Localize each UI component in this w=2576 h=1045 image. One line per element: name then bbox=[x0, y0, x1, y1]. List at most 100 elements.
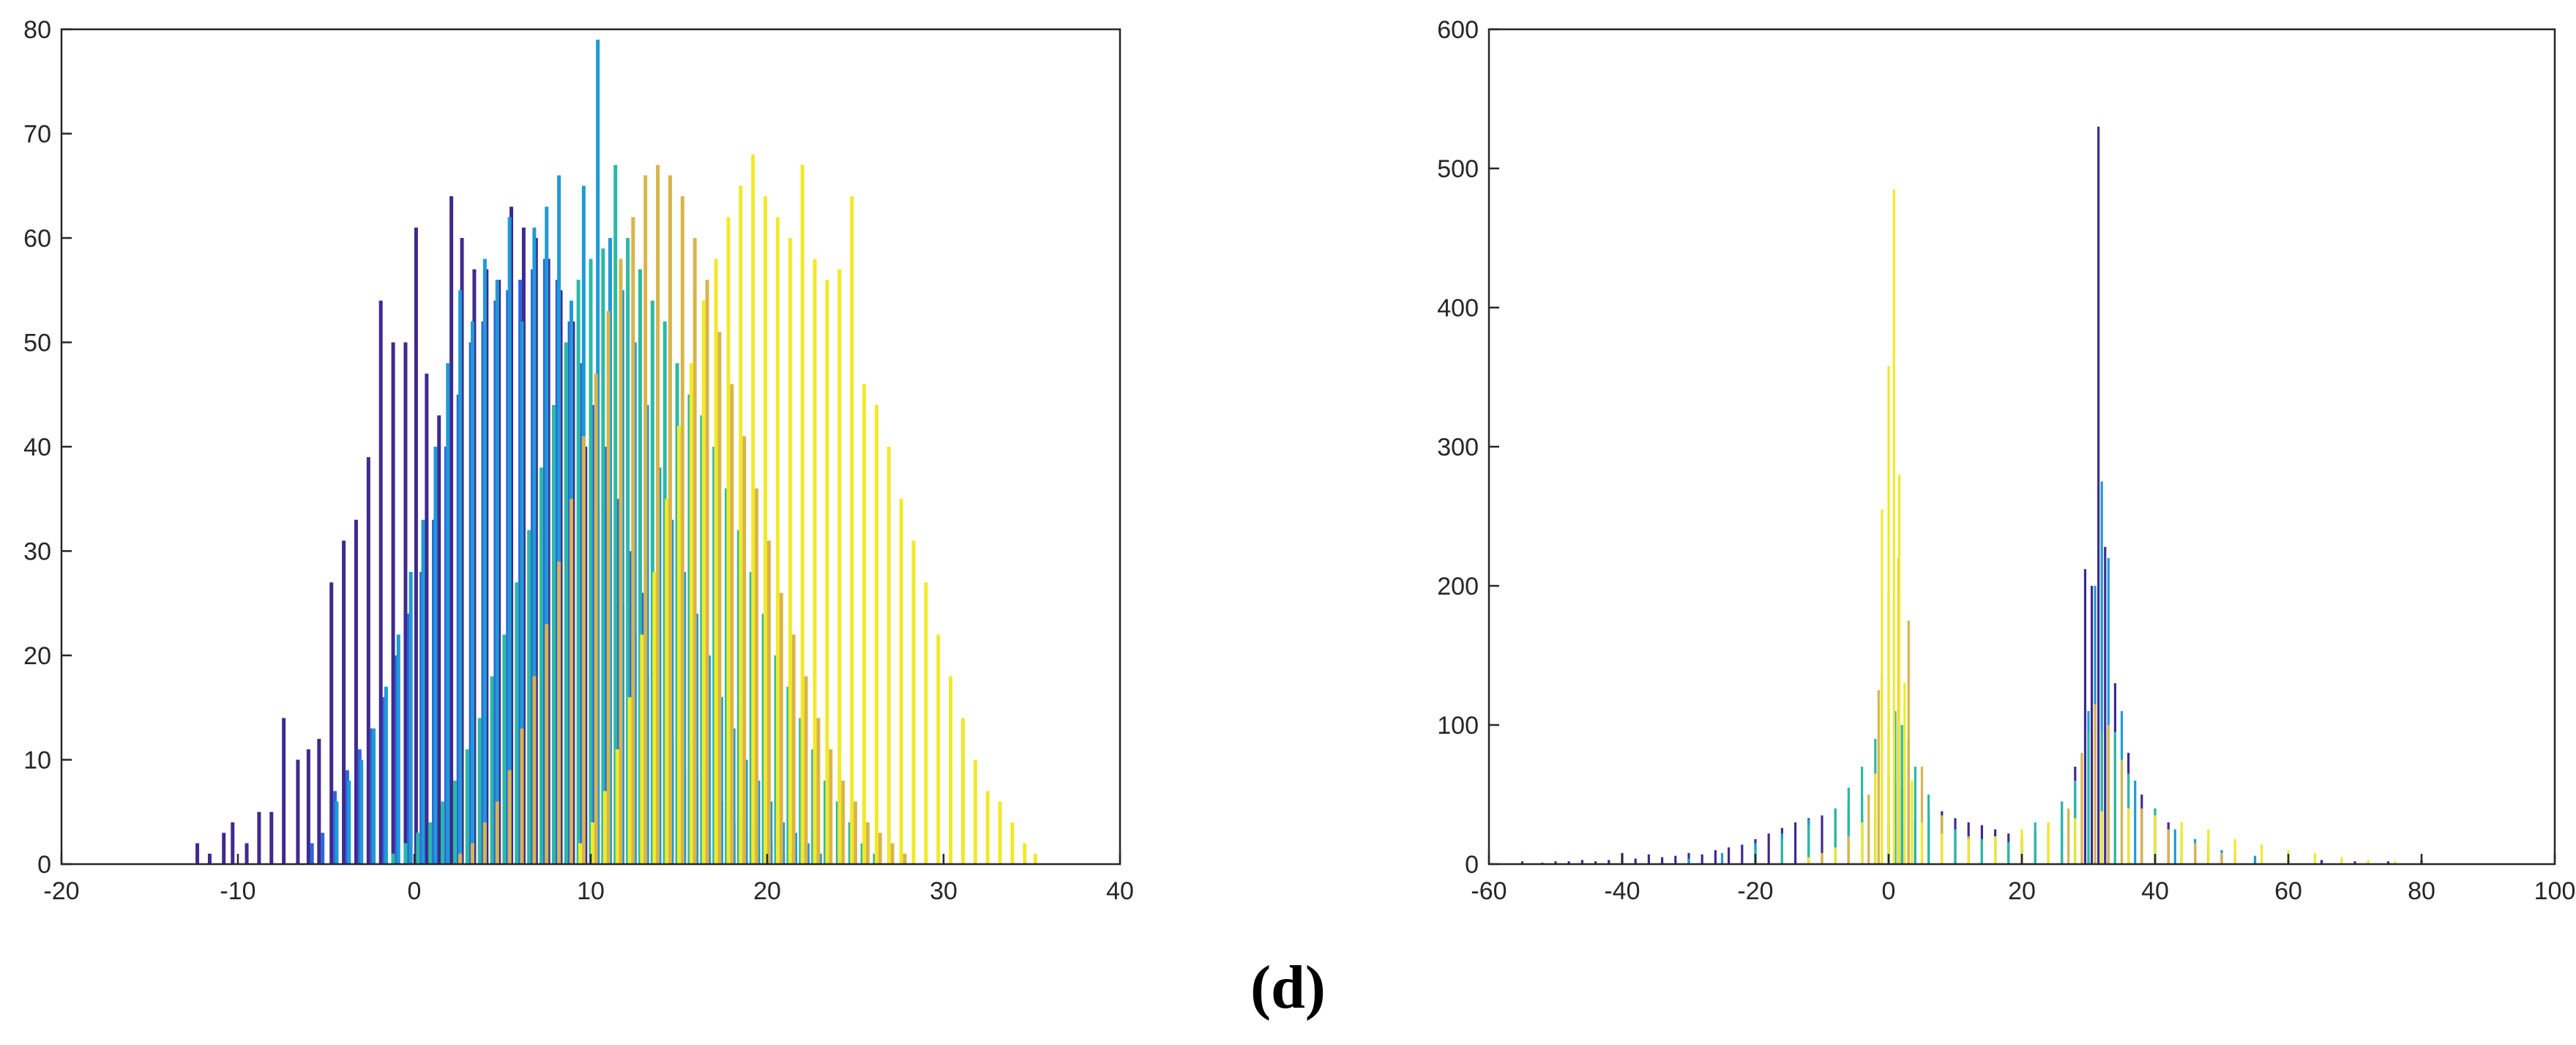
histogram-bar bbox=[804, 676, 808, 864]
histogram-bar bbox=[372, 728, 376, 864]
histogram-bar bbox=[2007, 843, 2010, 864]
histogram-bar bbox=[557, 561, 561, 864]
histogram-bar bbox=[2074, 818, 2077, 864]
histogram-bar bbox=[257, 811, 261, 864]
histogram-bar bbox=[1720, 852, 1724, 864]
histogram-bar bbox=[1900, 725, 1903, 864]
histogram-bar bbox=[2194, 843, 2197, 864]
histogram-bar bbox=[1881, 509, 1884, 864]
histogram-bar bbox=[1941, 833, 1944, 864]
histogram-bar bbox=[2180, 822, 2183, 864]
histogram-bar bbox=[2107, 725, 2110, 864]
histogram-bar bbox=[391, 342, 395, 864]
histogram-bar bbox=[602, 791, 607, 864]
histogram-bar bbox=[665, 499, 669, 864]
histogram-bar bbox=[627, 697, 632, 864]
histogram-bar bbox=[2313, 852, 2316, 864]
histogram-bar bbox=[874, 405, 878, 864]
histogram-bar bbox=[2253, 855, 2257, 864]
histogram-bar bbox=[1834, 808, 1837, 864]
histogram-bar bbox=[2353, 861, 2356, 864]
histogram-bar bbox=[1594, 861, 1597, 864]
histogram-bar bbox=[1847, 787, 1850, 864]
x-tick-label: 0 bbox=[408, 877, 422, 905]
histogram-bar bbox=[590, 822, 594, 864]
histogram-bar bbox=[1700, 854, 1703, 864]
histogram-bar bbox=[1714, 850, 1717, 864]
x-tick-label: -10 bbox=[220, 877, 255, 905]
histogram-bar bbox=[643, 175, 648, 864]
histogram-bar bbox=[1554, 861, 1557, 864]
histogram-bar bbox=[2034, 822, 2036, 864]
histogram-bar bbox=[2097, 127, 2100, 864]
histogram-bar bbox=[414, 227, 418, 864]
histogram-bar bbox=[837, 269, 842, 864]
histogram-bar bbox=[1661, 857, 1664, 864]
histogram-bar bbox=[421, 519, 425, 864]
figure-caption: (d) bbox=[1250, 953, 1326, 1022]
series-4 bbox=[1807, 189, 2397, 864]
histogram-bar bbox=[1967, 838, 1970, 864]
histogram-bar bbox=[1834, 847, 1837, 864]
y-tick-label: 100 bbox=[1437, 712, 1479, 740]
x-tick-label: 20 bbox=[2008, 877, 2036, 905]
histogram-bar bbox=[2107, 558, 2110, 864]
histogram-bar bbox=[1821, 815, 1823, 864]
x-tick-label: 10 bbox=[577, 877, 605, 905]
histogram-bar bbox=[2340, 857, 2343, 864]
series-4 bbox=[458, 165, 907, 864]
histogram-bar bbox=[1520, 861, 1524, 864]
y-tick-label: 30 bbox=[23, 538, 51, 566]
histogram-bar bbox=[640, 634, 644, 864]
histogram-bar bbox=[490, 676, 494, 864]
histogram-bar bbox=[458, 853, 463, 864]
histogram-bar bbox=[878, 833, 882, 864]
histogram-bar bbox=[788, 238, 792, 864]
histogram-bar bbox=[1887, 365, 1890, 864]
histogram-bar bbox=[1647, 854, 1650, 864]
histogram-bar bbox=[841, 781, 845, 864]
histogram-bar bbox=[540, 467, 544, 864]
y-tick-label: 600 bbox=[1437, 16, 1479, 44]
histogram-bar bbox=[1608, 860, 1610, 864]
histogram-bar bbox=[717, 332, 722, 864]
histogram-bar bbox=[465, 749, 469, 864]
histogram-bar bbox=[416, 833, 420, 864]
histogram-bar bbox=[2100, 481, 2103, 864]
histogram-bar bbox=[1033, 853, 1037, 864]
histogram-bar bbox=[949, 676, 953, 864]
histogram-bar bbox=[378, 300, 383, 864]
histogram-bar bbox=[850, 196, 854, 864]
histogram-bar bbox=[321, 833, 325, 864]
histogram-bar bbox=[2083, 569, 2087, 864]
histogram-bar bbox=[2367, 860, 2370, 864]
left-histogram: -20 -10 0 10 20 30 40 0 10 20 30 40 50 60 70 80 bbox=[23, 16, 1134, 905]
histogram-bar bbox=[310, 843, 314, 864]
histogram-bar bbox=[2113, 732, 2116, 864]
histogram-bar bbox=[2220, 852, 2223, 864]
histogram-bar bbox=[317, 739, 321, 864]
histogram-bar bbox=[2134, 781, 2137, 864]
histogram-bar bbox=[347, 781, 351, 864]
histogram-bar bbox=[730, 384, 734, 864]
histogram-bar bbox=[507, 770, 512, 864]
histogram-bar bbox=[507, 217, 512, 864]
histogram-bar bbox=[936, 634, 941, 864]
histogram-bar bbox=[2080, 753, 2083, 864]
x-tick-label: 100 bbox=[2534, 877, 2576, 905]
histogram-bar bbox=[613, 165, 618, 864]
histogram-bar bbox=[2394, 861, 2397, 864]
x-tick-label: 0 bbox=[1882, 877, 1896, 905]
histogram-bar bbox=[520, 321, 524, 864]
histogram-bar bbox=[366, 457, 370, 864]
histogram-bar bbox=[1728, 847, 1731, 864]
histogram-bar bbox=[1911, 781, 1914, 864]
histogram-bar bbox=[1920, 767, 1924, 864]
histogram-bar bbox=[1634, 858, 1637, 864]
y-tick-label: 200 bbox=[1437, 573, 1479, 600]
x-tick-label: -20 bbox=[1737, 877, 1773, 905]
y-tick-label: 10 bbox=[23, 747, 51, 775]
histogram-bar bbox=[825, 280, 829, 864]
histogram-bar bbox=[1861, 767, 1864, 864]
histogram-bar bbox=[296, 759, 300, 864]
